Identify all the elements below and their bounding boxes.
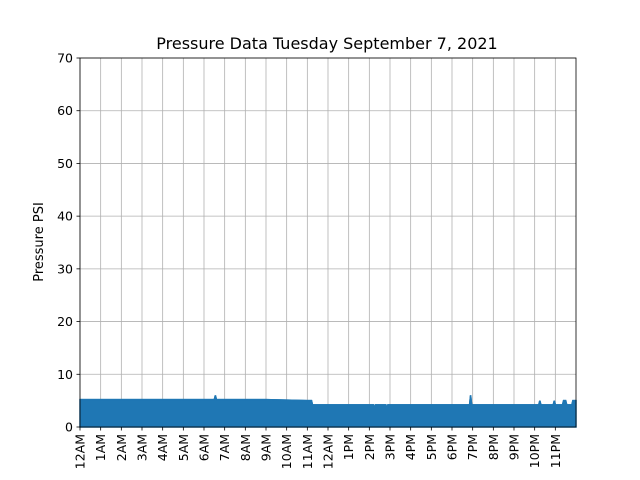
y-tick-label: 70 — [57, 51, 73, 66]
x-tick-label: 5AM — [176, 434, 191, 461]
x-tick-label: 12AM — [321, 434, 336, 469]
y-tick-label: 60 — [57, 103, 73, 118]
y-axis-label: Pressure PSI — [32, 202, 47, 282]
x-tick-label: 7PM — [465, 434, 480, 460]
x-tick-label: 6AM — [197, 434, 212, 461]
chart-title: Pressure Data Tuesday September 7, 2021 — [156, 34, 497, 53]
x-tick-label: 4PM — [403, 434, 418, 460]
x-tick-label: 1PM — [341, 434, 356, 460]
x-tick-label: 3AM — [135, 434, 150, 461]
y-tick-label: 20 — [57, 314, 73, 329]
x-axis: 12AM 1AM 2AM 3AM 4AM 5AM 6AM 7AM 8AM 9AM 10AM 11AM 1… — [73, 427, 563, 469]
x-tick-label: 5PM — [424, 434, 439, 460]
x-tick-label: 11PM — [548, 434, 563, 468]
pressure-series-line — [80, 395, 576, 410]
x-tick-label: 7AM — [217, 434, 232, 461]
x-tick-label: 2AM — [114, 434, 129, 461]
x-tick-label: 8AM — [238, 434, 253, 461]
x-tick-label: 9PM — [507, 434, 522, 460]
x-tick-label: 11AM — [300, 434, 315, 469]
x-tick-label: 2PM — [362, 434, 377, 460]
y-tick-label: 50 — [57, 156, 73, 171]
x-tick-label: 9AM — [259, 434, 274, 461]
x-tick-label: 10PM — [527, 434, 542, 468]
y-tick-label: 30 — [57, 261, 73, 276]
series-layer — [79, 395, 577, 428]
x-tick-label: 10AM — [279, 434, 294, 469]
x-tick-label: 6PM — [445, 434, 460, 460]
x-tick-label: 8PM — [486, 434, 501, 460]
x-tick-label: 1AM — [93, 434, 108, 461]
y-tick-label: 0 — [65, 420, 73, 435]
x-tick-label: 12AM — [73, 434, 88, 469]
y-axis: 0 10 20 30 40 50 60 70 — [57, 51, 80, 435]
x-tick-label: 4AM — [155, 434, 170, 461]
y-tick-label: 10 — [57, 367, 73, 382]
x-tick-label: 3PM — [383, 434, 398, 460]
y-tick-label: 40 — [57, 209, 73, 224]
